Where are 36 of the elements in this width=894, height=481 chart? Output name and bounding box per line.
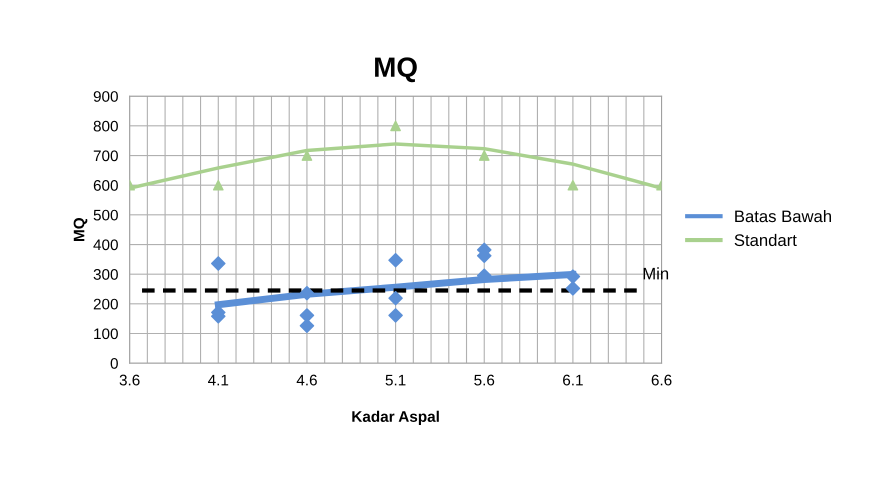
point <box>388 308 403 323</box>
point <box>212 180 224 191</box>
legend-label: Standart <box>734 234 797 246</box>
point <box>388 290 403 306</box>
point <box>478 150 490 161</box>
point <box>388 252 403 268</box>
point <box>568 180 578 191</box>
point <box>211 256 226 271</box>
y-tick-label: 900 <box>94 91 118 102</box>
y-tick-label: 500 <box>94 210 118 221</box>
y-tick-label: 800 <box>94 120 118 132</box>
y-tick-label: 400 <box>93 239 118 250</box>
y-tick-label: 100 <box>94 328 118 340</box>
point <box>300 286 314 300</box>
point <box>566 269 580 284</box>
series-label: Min <box>644 267 668 280</box>
x-tick-label: 6.6 <box>652 374 672 386</box>
point <box>390 120 401 132</box>
y-axis-title: MQ <box>74 218 88 241</box>
y-tick-label: 200 <box>94 298 118 310</box>
x-tick-label: 5.1 <box>386 374 406 386</box>
chart-title: MQ <box>375 57 417 82</box>
x-tick-label: 5.6 <box>474 374 494 386</box>
y-tick-label: 300 <box>94 269 118 280</box>
x-tick-label: 3.6 <box>120 374 140 386</box>
x-tick-label: 6.1 <box>563 374 583 386</box>
point <box>300 308 314 323</box>
x-tick-label: 4.1 <box>208 374 228 386</box>
y-tick-label: 0 <box>110 358 118 369</box>
x-axis-title: Kadar Aspal <box>352 410 439 425</box>
legend-label: Batas Bawah <box>735 210 831 222</box>
point <box>566 281 580 296</box>
y-tick-label: 700 <box>94 150 118 162</box>
point <box>300 318 314 334</box>
y-tick-label: 600 <box>94 180 118 191</box>
x-tick-label: 4.6 <box>296 374 317 386</box>
